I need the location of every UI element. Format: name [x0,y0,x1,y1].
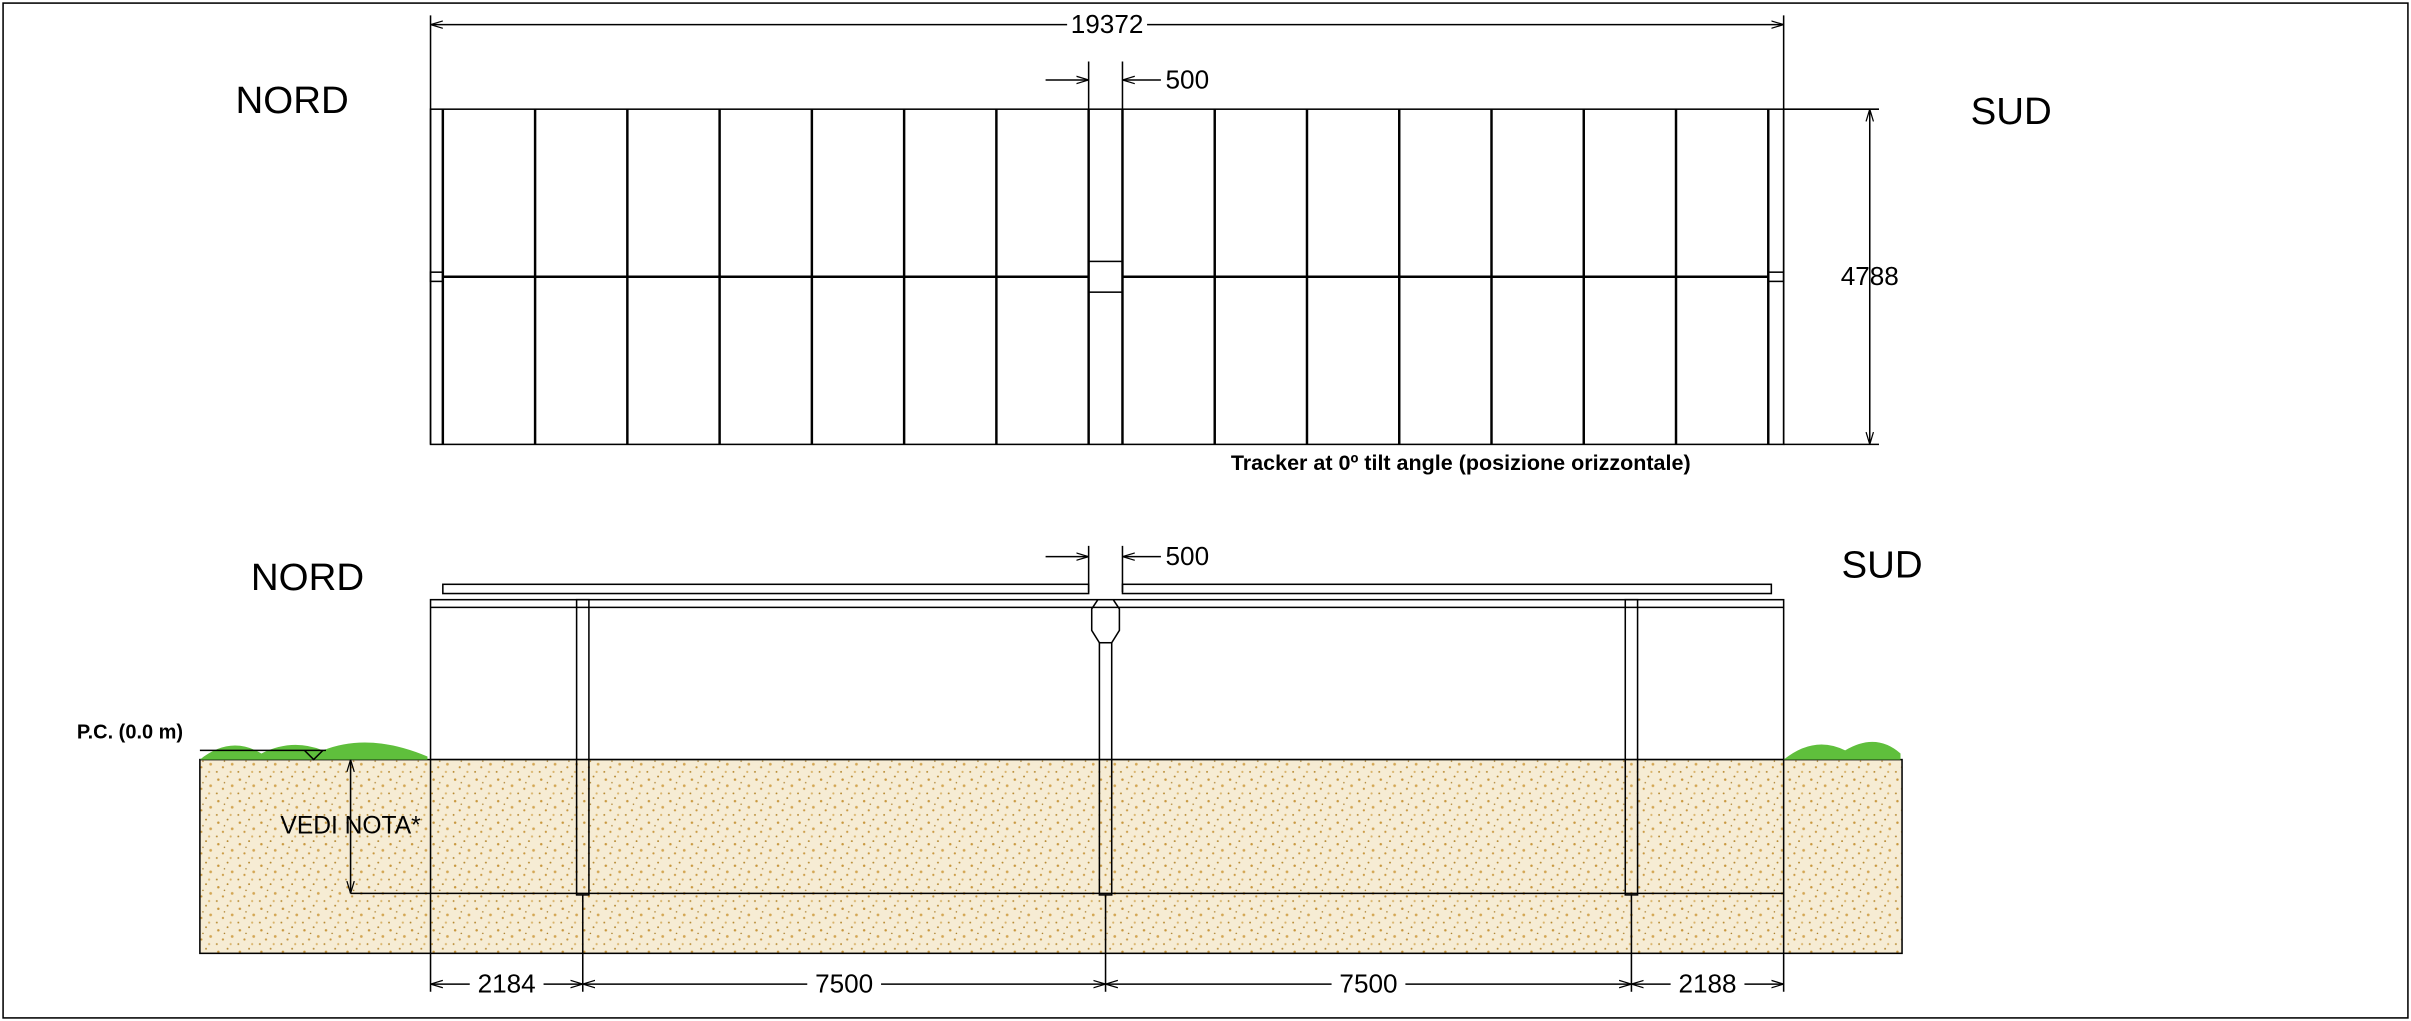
caption: Tracker at 0º tilt angle (posizione oriz… [1231,451,1691,475]
dimension: 4788 [1841,261,1899,291]
side-view: NORD SUD 500 VEDI NOTA* P.C. (0.0 m) 218… [77,541,1923,998]
label: NORD [236,79,349,122]
ground-level: P.C. (0.0 m) [77,722,183,744]
top-view: 19372 NORD SUD 500 4788 Tracker at 0º ti… [236,9,2052,475]
label-bg [1331,970,1406,998]
dimension: 7500 [1339,969,1397,999]
dimension: 2188 [1678,969,1736,999]
dimension: 500 [1166,64,1210,94]
label: SUD [1971,90,2052,133]
label: SUD [1841,544,1922,587]
note: VEDI NOTA* [280,813,421,840]
dimension: 19372 [1071,9,1144,39]
label-bg [469,970,544,998]
dimension: 500 [1166,541,1210,571]
label-bg [807,970,882,998]
dimension: 2184 [478,969,536,999]
dimension: 7500 [815,969,873,999]
label: NORD [251,556,364,599]
label-bg [1670,970,1745,998]
